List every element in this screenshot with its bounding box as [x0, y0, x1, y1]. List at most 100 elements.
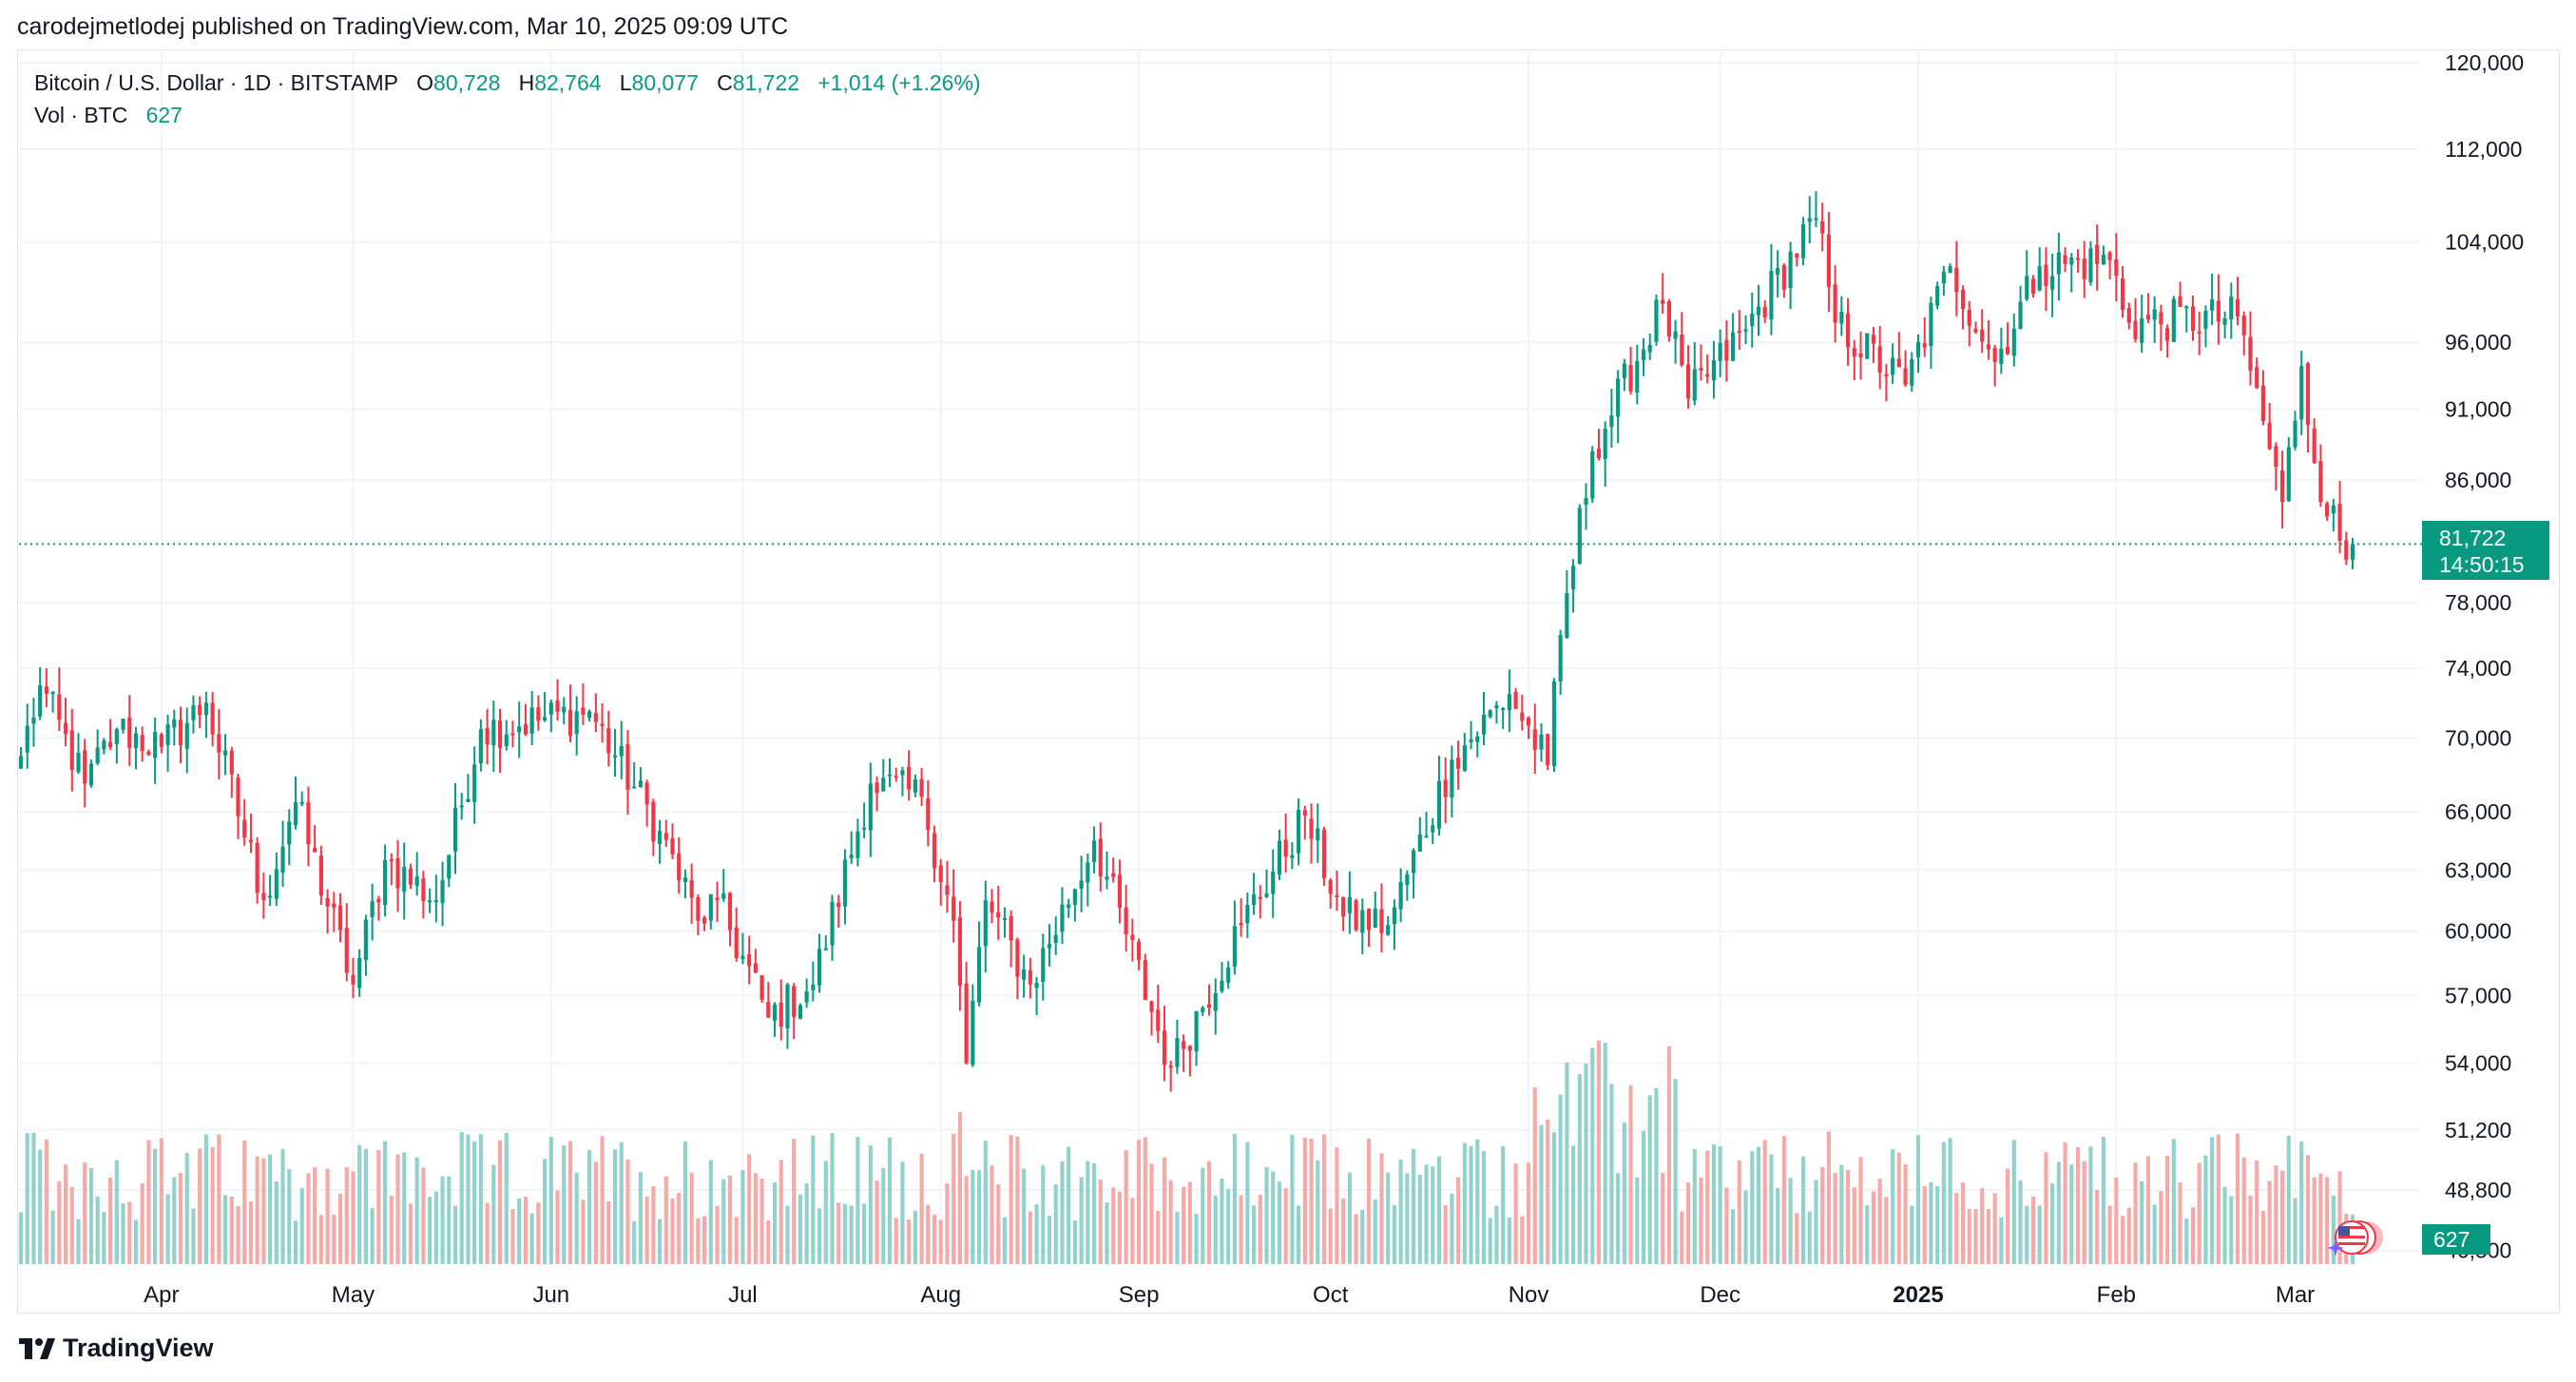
volume-bar — [1762, 1140, 1767, 1264]
volume-bar — [313, 1167, 317, 1264]
candle-body — [1935, 285, 1940, 306]
candle-body — [1609, 415, 1614, 428]
grid-layer — [19, 52, 2419, 1264]
candle-body — [1469, 739, 1473, 742]
candle-body — [996, 912, 1001, 918]
volume-bar — [817, 1208, 822, 1264]
candle-body — [1635, 360, 1640, 393]
candle-body — [1915, 341, 1921, 357]
candle-body — [433, 900, 438, 903]
candle-body — [1692, 369, 1697, 401]
volume-bar — [2145, 1156, 2151, 1264]
candle-body — [1724, 339, 1729, 361]
candle-body — [287, 821, 292, 845]
volume-bar — [964, 1176, 969, 1264]
volume-bar — [983, 1141, 988, 1264]
volume-bar — [2030, 1196, 2036, 1264]
volume-bar — [1411, 1148, 1416, 1264]
candle-body — [1341, 897, 1346, 917]
volume-bar — [1067, 1146, 1071, 1264]
volume-bar — [2197, 1162, 2201, 1264]
candle-body — [1858, 353, 1863, 358]
candle-body — [2145, 315, 2151, 320]
volume-bar — [95, 1196, 100, 1264]
volume-bar — [1776, 1187, 1780, 1264]
volume-bar — [1086, 1161, 1090, 1264]
volume-bar — [1858, 1157, 1863, 1264]
candle-body — [2184, 306, 2189, 309]
candle-body — [1162, 1030, 1167, 1065]
candle-body — [1213, 992, 1218, 1011]
volume-bar — [555, 1190, 560, 1264]
volume-bar — [38, 1149, 43, 1264]
candle-body — [1737, 331, 1741, 334]
candle-body — [274, 869, 279, 899]
tradingview-logo[interactable]: TradingView — [19, 1334, 214, 1363]
price-tick-label: 48,800 — [2445, 1178, 2511, 1202]
candle-body — [1699, 368, 1703, 371]
candle-body — [1232, 926, 1237, 968]
candle-body — [1182, 1041, 1186, 1049]
volume-bar — [938, 1219, 943, 1264]
volume-bar — [1245, 1142, 1250, 1264]
volume-bar — [1130, 1198, 1135, 1264]
volume-bar — [830, 1133, 835, 1264]
candle-body — [447, 854, 452, 879]
volume-bar — [1309, 1139, 1314, 1264]
volume-bar — [1347, 1172, 1352, 1264]
candle-body — [842, 859, 848, 907]
candle-body — [1731, 332, 1736, 361]
volume-bar — [108, 1178, 113, 1264]
volume-bar — [1137, 1140, 1142, 1264]
volume-bar — [1980, 1188, 1985, 1264]
candle-body — [133, 733, 139, 748]
volume-bar — [198, 1148, 202, 1264]
volume-bar — [2159, 1191, 2163, 1264]
candle-body — [1673, 331, 1678, 339]
price-tick-label: 96,000 — [2445, 330, 2511, 355]
volume-layer — [18, 1040, 2355, 1264]
volume-bar — [567, 1141, 573, 1264]
volume-bar — [2210, 1137, 2215, 1264]
volume-bar — [1577, 1074, 1582, 1264]
candle-body — [2025, 276, 2029, 299]
candle-body — [1980, 329, 1985, 342]
volume-bar — [2229, 1196, 2234, 1264]
volume-bar — [510, 1209, 515, 1264]
volume-bar — [536, 1202, 541, 1264]
candle-body — [1871, 335, 1876, 344]
time-tick-label: Mar — [2276, 1282, 2315, 1308]
candle-body — [619, 745, 624, 757]
candle-body — [881, 777, 886, 792]
candle-body — [466, 798, 471, 802]
candle-body — [708, 893, 713, 921]
volume-bar — [1117, 1191, 1123, 1264]
candle-body — [1271, 871, 1276, 894]
candle-body — [1041, 948, 1046, 982]
candle-body — [2018, 301, 2023, 330]
candle-body — [1258, 896, 1262, 899]
volume-bar — [1960, 1181, 1966, 1264]
candle-body — [1079, 880, 1084, 890]
volume-bar — [1431, 1166, 1435, 1264]
volume-bar — [1028, 1211, 1032, 1264]
price-tick-label: 57,000 — [2445, 983, 2511, 1008]
volume-bar — [69, 1186, 74, 1264]
candle-body — [1616, 378, 1621, 417]
volume-bar — [957, 1112, 963, 1264]
candle-body — [1347, 896, 1352, 913]
candle-body — [504, 734, 509, 747]
candle-body — [178, 720, 183, 746]
candle-body — [159, 734, 163, 747]
volume-bar — [842, 1203, 848, 1264]
candle-body — [491, 720, 496, 746]
candle-body — [1481, 714, 1487, 735]
volume-bar — [1047, 1216, 1052, 1264]
symbol-legend[interactable]: Bitcoin / U.S. Dollar · 1D · BITSTAMP O8… — [34, 67, 981, 131]
volume-bar — [1986, 1208, 1991, 1264]
candle-body — [1826, 234, 1831, 287]
volume-bar — [1494, 1205, 1499, 1264]
volume-bar — [1258, 1195, 1262, 1264]
candle-body — [44, 686, 48, 694]
